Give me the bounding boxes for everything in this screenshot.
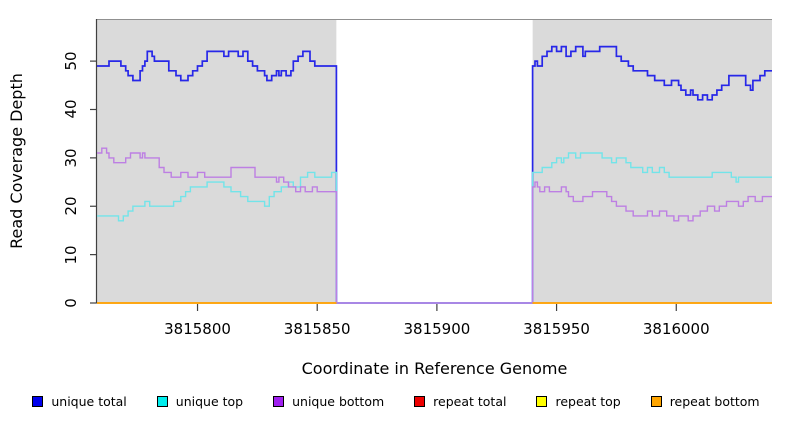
legend-item-repeat-bottom: repeat bottom [650,394,760,409]
repeat-top-swatch-icon [536,396,548,407]
legend-label: unique top [175,394,244,409]
unique-bottom-swatch-icon [273,396,285,407]
x-tick-label: 3815900 [403,320,471,338]
unique-total-swatch-icon [32,396,44,407]
legend-label: repeat top [555,394,621,409]
y-tick-label: 50 [62,51,80,71]
legend-label: unique total [51,394,127,409]
y-axis-title: Read Coverage Depth [7,73,26,249]
legend-item-unique-top: unique top [156,394,244,409]
repeat-total-swatch-icon [414,396,426,407]
x-tick-label: 3815950 [523,320,590,338]
series-unique-bottom [97,147,772,304]
legend-label: repeat bottom [669,394,760,409]
legend-item-repeat-total: repeat total [414,394,506,409]
shaded-region [97,20,337,303]
legend-label: repeat total [433,394,507,409]
legend-label: unique bottom [292,394,385,409]
x-tick-label: 3815850 [283,320,351,338]
repeat-bottom-swatch-icon [650,396,662,407]
x-tick-label: 3816000 [642,320,710,338]
legend-item-unique-bottom: unique bottom [273,394,384,409]
x-axis-title: Coordinate in Reference Genome [301,359,568,378]
shaded-region [532,20,772,303]
legend-item-repeat-top: repeat top [536,394,621,409]
legend: unique total unique top unique bottom re… [0,394,792,409]
legend-item-unique-total: unique total [32,394,127,409]
series-unique-top [97,152,772,304]
x-tick-label: 3815800 [164,320,231,338]
unique-top-swatch-icon [156,396,168,407]
